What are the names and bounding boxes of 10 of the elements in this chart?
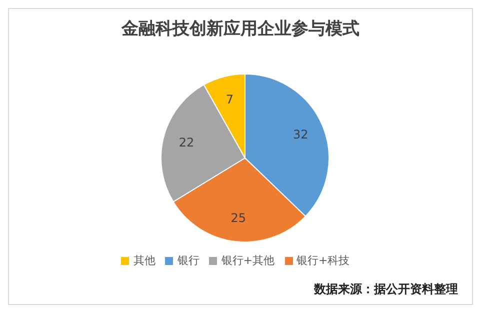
legend-label: 银行 [177,254,200,267]
legend-label: 银行+其他 [221,254,274,267]
data-label: 22 [178,136,194,150]
data-label: 25 [230,211,246,226]
source-note: 数据来源：据公开资料整理 [314,281,458,298]
data-label: 32 [293,127,308,142]
data-label: 7 [226,92,234,106]
legend-label: 银行+科技 [296,254,350,267]
chart-title: 金融科技创新应用企业参与模式 [120,18,360,41]
legend-label: 其他 [133,254,156,267]
